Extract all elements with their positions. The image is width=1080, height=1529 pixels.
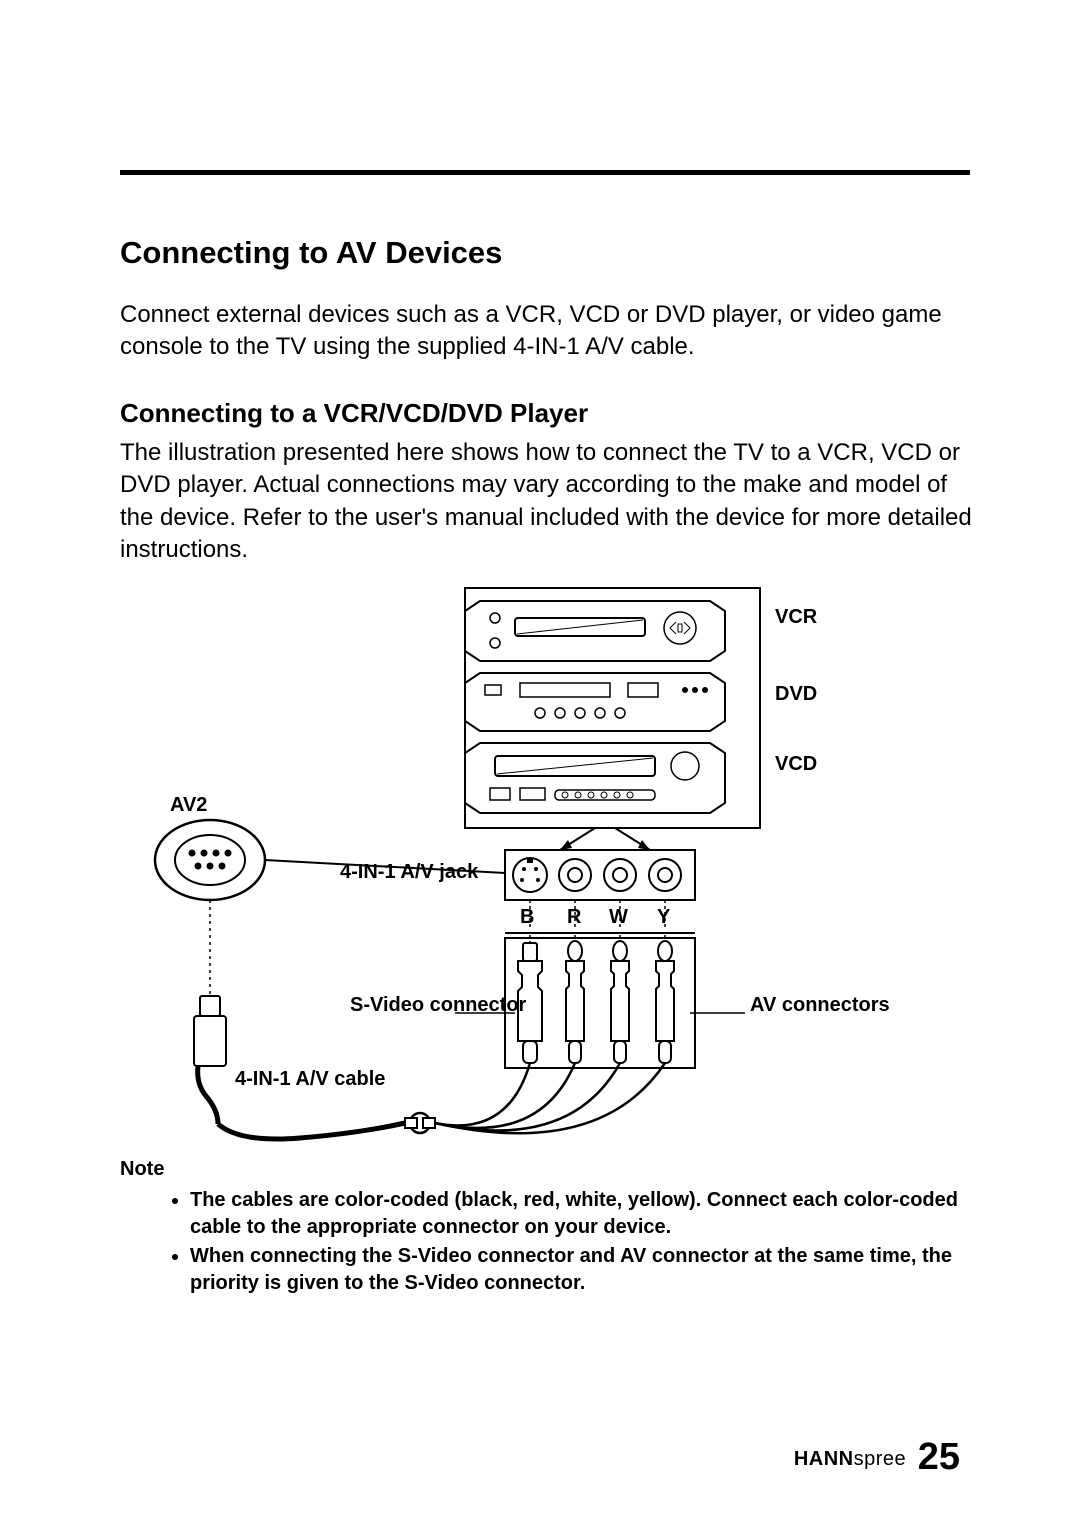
label-vcr: VCR [775,606,817,629]
label-vcd: VCD [775,753,817,776]
label-avconn-text: AV connectors [750,994,890,1016]
brand-light: spree [854,1448,907,1470]
body-paragraph: The illustration presented here shows ho… [120,437,975,567]
label-dvd: DVD [775,683,817,706]
connection-diagram: VCR DVD VCD AV2 4-IN-1 A/V jack B R W Y … [120,578,970,1148]
section-heading: Connecting to AV Devices [120,235,970,271]
label-y: Y [657,906,670,929]
label-b: B [520,906,534,929]
label-r: R [567,906,581,929]
label-w: W [609,906,628,929]
notes-list: The cables are color-coded (black, red, … [120,1187,970,1297]
label-4in1-jack: 4-IN-1 A/V jack [340,861,478,884]
page-footer: HANNspree 25 [794,1436,960,1479]
page-number: 25 [918,1436,960,1478]
label-svideo: S-Video connector [350,993,450,1017]
label-avconn: AV connectors [750,993,880,1017]
note-item: When connecting the S-Video connector an… [190,1243,970,1297]
note-heading: Note [120,1158,970,1181]
label-4in1-cable: 4-IN-1 A/V cable [235,1068,385,1091]
label-av2: AV2 [170,794,207,817]
brand-bold: HANN [794,1448,854,1470]
header-rule [120,170,970,175]
intro-paragraph: Connect external devices such as a VCR, … [120,299,970,364]
subsection-heading: Connecting to a VCR/VCD/DVD Player [120,398,970,429]
label-svideo-text: S-Video connector [350,994,526,1016]
note-item: The cables are color-coded (black, red, … [190,1187,970,1241]
